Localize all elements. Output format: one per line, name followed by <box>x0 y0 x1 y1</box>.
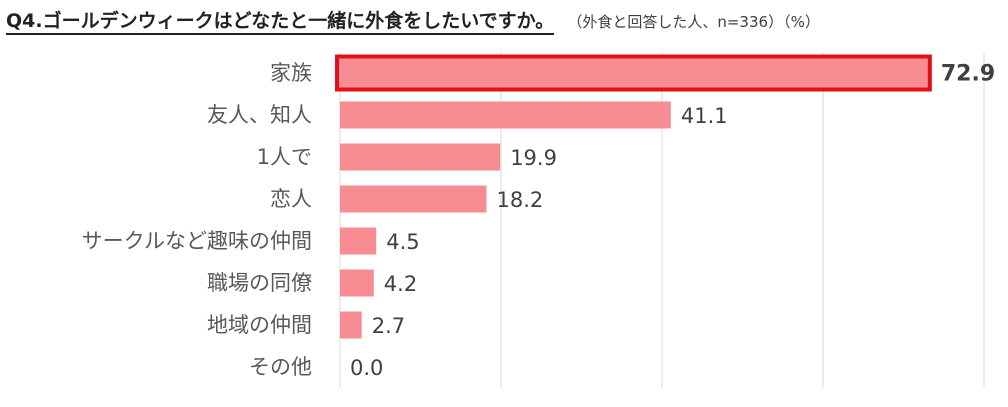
category-label: 職場の同僚 <box>207 271 312 295</box>
bar <box>340 269 374 297</box>
category-label: サークルなど趣味の仲間 <box>82 229 312 253</box>
value-label: 0.0 <box>350 356 383 380</box>
value-label: 2.7 <box>372 314 405 338</box>
value-label: 4.2 <box>384 272 417 296</box>
value-label: 72.9 <box>941 62 995 87</box>
value-label: 4.5 <box>386 230 419 254</box>
bar-highlighted <box>335 54 932 92</box>
category-label: 地域の仲間 <box>207 313 312 337</box>
bar <box>340 185 487 213</box>
chart-title: Q4.ゴールデンウィークはどなたと一緒に外食をしたいですか。 <box>6 10 555 35</box>
category-label: 1人で <box>257 145 312 169</box>
bar <box>340 101 671 129</box>
category-label: 家族 <box>270 61 312 85</box>
category-label: その他 <box>249 355 312 379</box>
chart-note: （外食と回答した人、n=336）（%） <box>567 13 820 31</box>
bar <box>340 227 377 255</box>
value-label: 19.9 <box>510 146 557 170</box>
value-label: 41.1 <box>681 104 728 128</box>
category-label: 友人、知人 <box>207 103 312 127</box>
category-label: 恋人 <box>270 187 312 211</box>
value-label: 18.2 <box>497 188 544 212</box>
title-row: Q4.ゴールデンウィークはどなたと一緒に外食をしたいですか。 （外食と回答した人… <box>6 6 820 35</box>
bar <box>340 311 362 339</box>
bar <box>340 143 501 171</box>
